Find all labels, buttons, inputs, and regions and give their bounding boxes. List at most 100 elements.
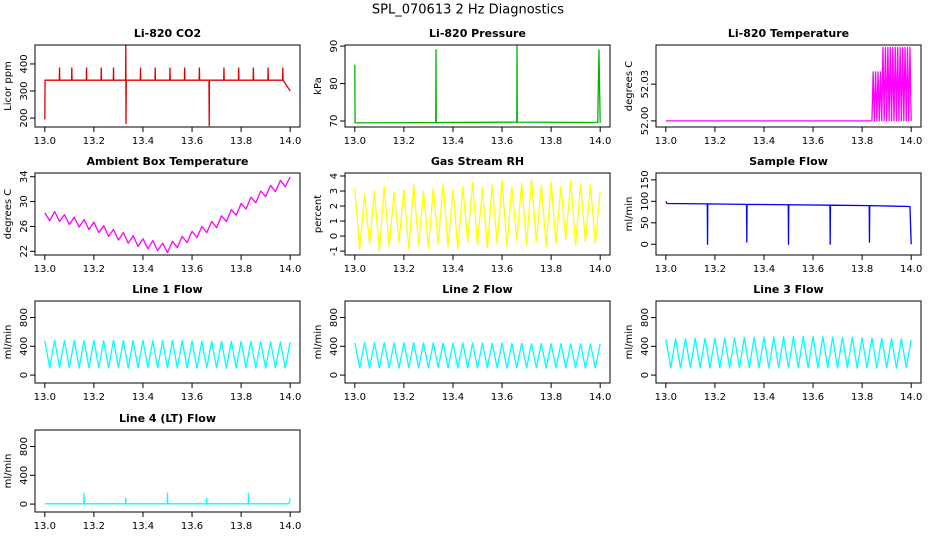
y-tick-label: 400 (19, 466, 30, 485)
panel-title: Gas Stream RH (431, 155, 524, 168)
y-axis-label: ml/min (3, 325, 14, 360)
panel-title: Line 4 (LT) Flow (119, 412, 216, 425)
data-line (665, 335, 912, 369)
y-tick-label: 80 (329, 77, 340, 90)
y-axis-label: degrees C (624, 61, 635, 111)
plot-frame (344, 44, 611, 128)
x-tick-label: 13.0 (344, 392, 366, 403)
x-tick-label: 13.6 (181, 392, 203, 403)
y-tick-label: 1 (329, 218, 340, 224)
data-line (354, 341, 601, 369)
x-tick-label: 13.4 (442, 392, 464, 403)
x-tick-label: 13.8 (230, 136, 252, 147)
data-line (665, 46, 912, 122)
data-line (665, 201, 912, 245)
y-axis-label: ml/min (3, 454, 14, 489)
x-tick-label: 13.2 (83, 264, 105, 275)
y-tick-label: 4 (329, 173, 340, 179)
y-axis-label: ml/min (313, 325, 324, 360)
y-tick-label: 0 (19, 372, 30, 378)
x-tick-label: 13.0 (34, 264, 56, 275)
x-tick-label: 13.4 (442, 264, 464, 275)
x-tick-label: 13.6 (181, 136, 203, 147)
x-tick-label: 13.0 (655, 392, 677, 403)
plot-frame (34, 172, 301, 256)
x-tick-label: 13.6 (491, 264, 513, 275)
plot-frame (344, 300, 611, 384)
plot-frame (34, 429, 301, 513)
x-tick-label: 13.6 (802, 136, 824, 147)
x-tick-label: 13.4 (132, 136, 154, 147)
x-tick-label: 13.2 (393, 264, 415, 275)
y-tick-label: 34 (19, 170, 30, 183)
x-tick-label: 13.2 (393, 392, 415, 403)
plot-frame (34, 44, 301, 128)
y-tick-label: 800 (19, 308, 30, 327)
x-tick-label: 14.0 (589, 136, 611, 147)
x-tick-label: 13.8 (230, 521, 252, 532)
x-tick-label: 14.0 (279, 521, 301, 532)
y-tick-label: 800 (329, 308, 340, 327)
panel-title: Li-820 Pressure (429, 27, 526, 40)
data-line (44, 44, 291, 127)
x-tick-label: 13.2 (83, 521, 105, 532)
y-tick-label: 0 (329, 372, 340, 378)
y-axis-label: percent (313, 195, 324, 233)
plot-frame (34, 300, 301, 384)
x-tick-label: 13.2 (704, 136, 726, 147)
y-tick-label: 26 (19, 220, 30, 233)
x-tick-label: 13.8 (851, 136, 873, 147)
x-tick-label: 13.6 (181, 264, 203, 275)
x-tick-label: 13.2 (704, 264, 726, 275)
x-tick-label: 13.8 (540, 136, 562, 147)
x-tick-label: 13.8 (851, 392, 873, 403)
x-tick-label: 13.2 (83, 136, 105, 147)
y-tick-label: 300 (19, 81, 30, 100)
y-axis-label: ml/min (624, 197, 635, 232)
panel-title: Sample Flow (749, 155, 828, 168)
panel-title: Li-820 CO2 (134, 27, 201, 40)
y-tick-label: 200 (19, 109, 30, 128)
x-tick-label: 13.2 (704, 392, 726, 403)
data-line (44, 176, 291, 254)
x-tick-label: 13.0 (655, 136, 677, 147)
x-tick-label: 13.4 (132, 521, 154, 532)
y-axis-label: ml/min (624, 325, 635, 360)
y-tick-label: 50 (640, 216, 651, 229)
y-tick-label: 52.00 (640, 107, 651, 136)
x-tick-label: 13.2 (393, 136, 415, 147)
x-tick-label: 13.8 (540, 392, 562, 403)
data-line (44, 339, 291, 369)
plot-frame (344, 172, 611, 256)
y-tick-label: 400 (19, 337, 30, 356)
x-tick-label: 13.8 (540, 264, 562, 275)
y-tick-label: 3 (329, 188, 340, 194)
x-tick-label: 13.0 (34, 392, 56, 403)
y-tick-label: 800 (19, 437, 30, 456)
x-tick-label: 13.0 (344, 136, 366, 147)
y-axis-label: Licor ppm (3, 61, 14, 111)
x-tick-label: 13.2 (83, 392, 105, 403)
x-tick-label: 13.6 (491, 136, 513, 147)
x-tick-label: 14.0 (589, 264, 611, 275)
y-tick-label: 0 (329, 233, 340, 239)
y-tick-label: 0 (640, 241, 651, 247)
panel-title: Li-820 Temperature (728, 27, 849, 40)
x-tick-label: 13.8 (230, 264, 252, 275)
y-tick-label: 800 (640, 308, 651, 327)
x-tick-label: 13.0 (655, 264, 677, 275)
x-tick-label: 13.4 (753, 136, 775, 147)
y-tick-label: 0 (640, 372, 651, 378)
x-tick-label: 14.0 (279, 136, 301, 147)
y-tick-label: 100 (640, 192, 651, 211)
y-tick-label: 400 (329, 337, 340, 356)
y-tick-label: 400 (19, 54, 30, 73)
y-tick-label: 150 (640, 170, 651, 189)
y-axis-label: kPa (313, 77, 324, 95)
plot-frame (655, 172, 922, 256)
panel-title: Line 1 Flow (132, 283, 202, 296)
page-title: SPL_070613 2 Hz Diagnostics (372, 3, 564, 18)
x-tick-label: 14.0 (279, 264, 301, 275)
